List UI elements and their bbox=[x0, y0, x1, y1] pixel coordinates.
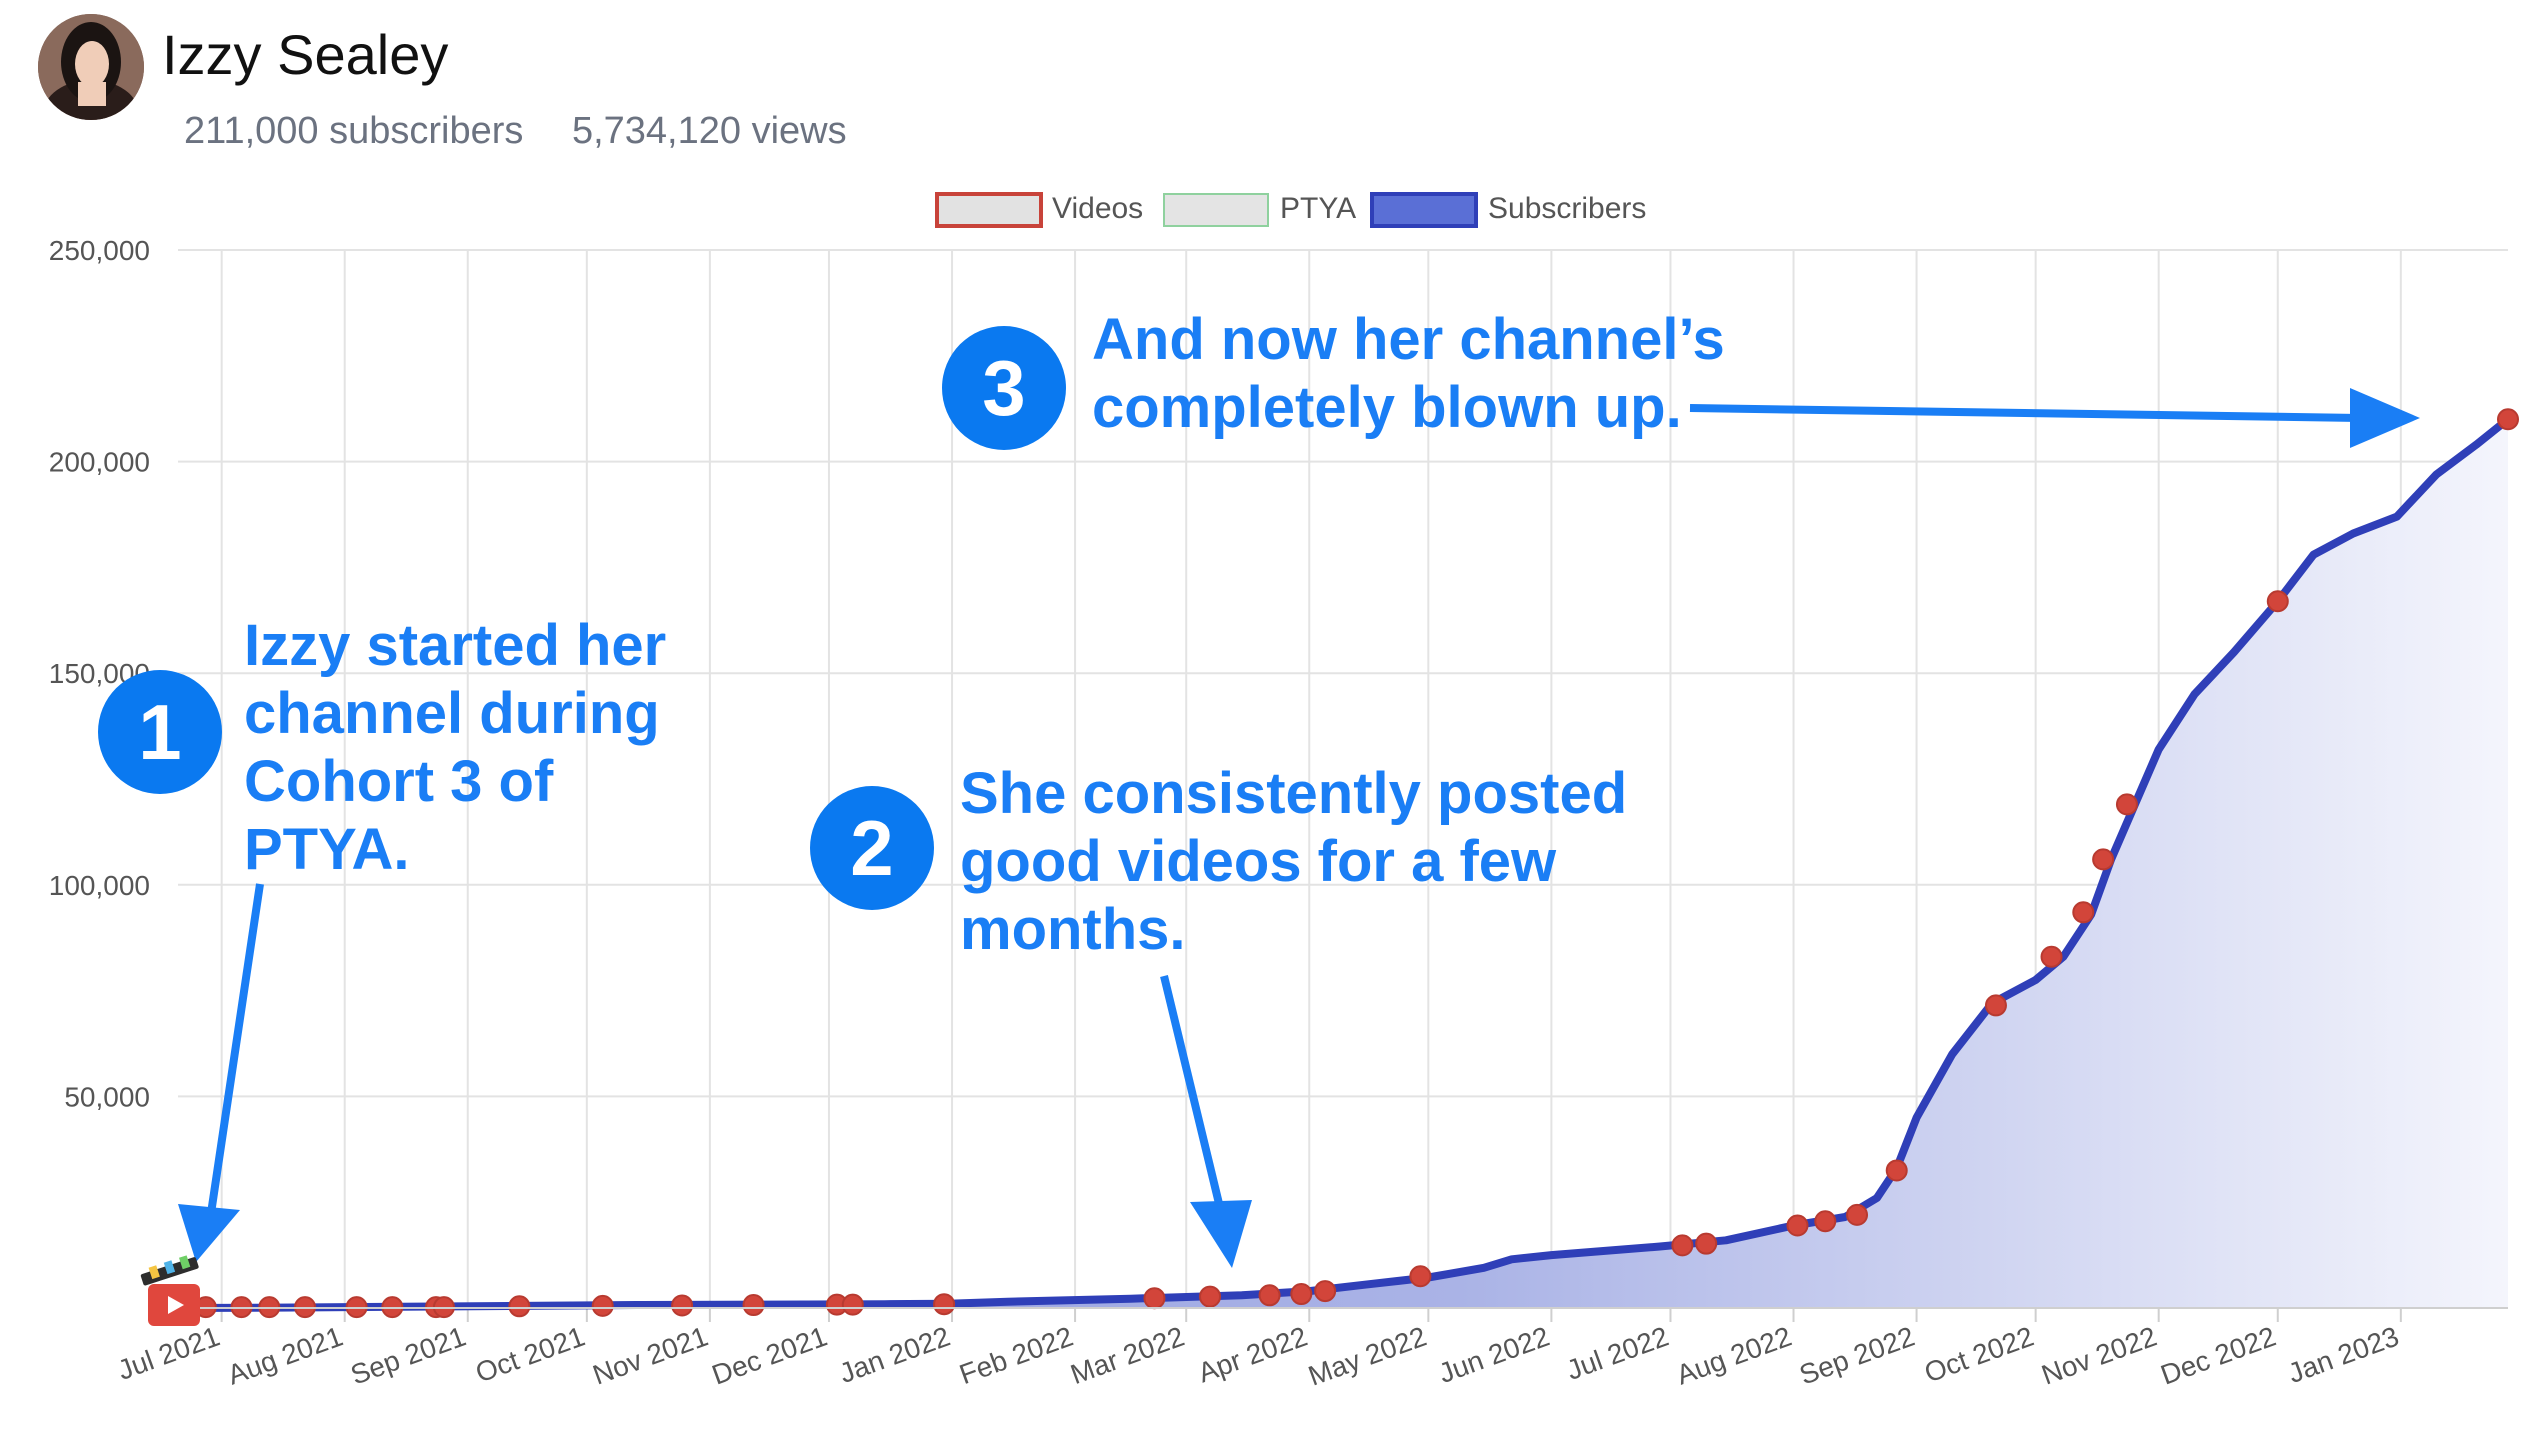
video-marker[interactable] bbox=[1984, 994, 2007, 1017]
video-marker[interactable] bbox=[841, 1293, 864, 1316]
y-tick-label: 200,000 bbox=[49, 447, 150, 478]
video-marker[interactable] bbox=[1846, 1203, 1869, 1226]
legend-subscribers-swatch[interactable] bbox=[1370, 192, 1478, 228]
video-marker[interactable] bbox=[508, 1295, 531, 1318]
callout-1-badge: 1 bbox=[98, 670, 222, 794]
callout-3-text: And now her channel’s completely blown u… bbox=[1092, 306, 1725, 442]
callout-1-line-4: PTYA. bbox=[244, 817, 410, 882]
callout-2-line-3: months. bbox=[960, 897, 1186, 962]
x-tick-label: Jan 2022 bbox=[835, 1321, 954, 1390]
view-count: 5,734,120 views bbox=[571, 110, 847, 152]
video-marker[interactable] bbox=[1290, 1283, 1313, 1306]
video-marker[interactable] bbox=[671, 1294, 694, 1317]
x-tick-label: Apr 2022 bbox=[1194, 1321, 1311, 1389]
legend-videos-label[interactable]: Videos bbox=[1052, 192, 1144, 225]
x-tick-label: Mar 2022 bbox=[1066, 1321, 1188, 1391]
video-marker[interactable] bbox=[2115, 793, 2138, 816]
callout-2-badge: 2 bbox=[810, 786, 934, 910]
subscribers-area bbox=[178, 419, 2508, 1308]
video-marker[interactable] bbox=[1695, 1232, 1718, 1255]
video-marker[interactable] bbox=[1671, 1234, 1694, 1257]
x-tick-label: Feb 2022 bbox=[955, 1321, 1077, 1391]
x-tick-label: Dec 2021 bbox=[708, 1321, 831, 1391]
channel-header: Izzy Sealey 211,000 subscribers 5,734,12… bbox=[0, 0, 2532, 190]
callout-3-line-1: And now her channel’s bbox=[1092, 307, 1725, 372]
callout-2-text: She consistently posted good videos for … bbox=[960, 760, 1627, 964]
callout-arrows bbox=[178, 388, 2420, 1268]
y-tick-label: 100,000 bbox=[49, 870, 150, 901]
video-marker[interactable] bbox=[1199, 1285, 1222, 1308]
video-marker[interactable] bbox=[591, 1294, 614, 1317]
callout-3-line-2: completely blown up. bbox=[1092, 375, 1682, 440]
video-marker[interactable] bbox=[2072, 901, 2095, 924]
x-tick-label: Jul 2021 bbox=[114, 1321, 224, 1386]
video-marker[interactable] bbox=[2092, 848, 2115, 871]
x-tick-label: Jul 2022 bbox=[1562, 1321, 1672, 1386]
x-tick-label: Oct 2022 bbox=[1920, 1321, 2037, 1389]
x-tick-label: Dec 2022 bbox=[2157, 1321, 2280, 1391]
channel-stats: 211,000 subscribers 5,734,120 views bbox=[184, 110, 847, 153]
video-marker[interactable] bbox=[1314, 1280, 1337, 1303]
y-tick-label: 50,000 bbox=[64, 1081, 150, 1112]
x-tick-label: Nov 2022 bbox=[2038, 1321, 2161, 1391]
x-tick-label: Sep 2022 bbox=[1795, 1321, 1918, 1391]
legend-subscribers-label[interactable]: Subscribers bbox=[1488, 192, 1647, 225]
x-tick-label: May 2022 bbox=[1304, 1321, 1430, 1392]
legend-videos-swatch[interactable] bbox=[935, 192, 1043, 228]
x-tick-label: Aug 2022 bbox=[1672, 1321, 1795, 1391]
video-marker[interactable] bbox=[1885, 1159, 1908, 1182]
video-marker[interactable] bbox=[1258, 1284, 1281, 1307]
arrow-1-head bbox=[178, 1204, 240, 1262]
y-tick-label: 250,000 bbox=[49, 235, 150, 266]
callout-1-text: Izzy started her channel during Cohort 3… bbox=[244, 612, 666, 884]
callout-1-line-3: Cohort 3 of bbox=[244, 749, 554, 814]
callout-3-badge: 3 bbox=[942, 326, 1066, 450]
arrow-3-head bbox=[2350, 388, 2420, 448]
arrow-1-shaft bbox=[206, 883, 264, 1221]
video-marker[interactable] bbox=[1143, 1287, 1166, 1310]
chart-legend[interactable] bbox=[935, 192, 1478, 228]
x-tick-label: Aug 2021 bbox=[224, 1321, 347, 1391]
callout-2-line-2: good videos for a few bbox=[960, 829, 1557, 894]
channel-name[interactable]: Izzy Sealey bbox=[162, 23, 449, 86]
video-marker[interactable] bbox=[1786, 1214, 1809, 1237]
legend-ptya-swatch[interactable] bbox=[1163, 193, 1269, 227]
video-marker[interactable] bbox=[933, 1293, 956, 1316]
legend-ptya-label[interactable]: PTYA bbox=[1280, 192, 1357, 225]
video-marker[interactable] bbox=[1409, 1265, 1432, 1288]
video-marker[interactable] bbox=[2497, 408, 2519, 431]
arrow-2-head bbox=[1190, 1200, 1252, 1268]
x-tick-label: Oct 2021 bbox=[472, 1321, 589, 1389]
video-marker[interactable] bbox=[742, 1294, 765, 1317]
video-marker[interactable] bbox=[2040, 945, 2063, 968]
ptya-logo-icon bbox=[140, 1255, 200, 1326]
video-marker[interactable] bbox=[1814, 1210, 1837, 1233]
x-tick-label: Nov 2021 bbox=[589, 1321, 712, 1391]
video-marker[interactable] bbox=[2266, 590, 2289, 613]
x-tick-label: Jun 2022 bbox=[1435, 1321, 1554, 1390]
arrow-2-shaft bbox=[1160, 975, 1226, 1217]
x-tick-label: Sep 2021 bbox=[347, 1321, 470, 1391]
channel-avatar[interactable] bbox=[38, 14, 144, 120]
arrow-3-shaft bbox=[1689, 404, 2361, 422]
subscriber-count: 211,000 subscribers bbox=[184, 110, 524, 152]
callout-1-line-1: Izzy started her bbox=[244, 613, 667, 678]
callout-1-line-2: channel during bbox=[244, 681, 660, 746]
callout-2-line-1: She consistently posted bbox=[960, 761, 1628, 826]
x-tick-label: Jan 2023 bbox=[2284, 1321, 2403, 1390]
